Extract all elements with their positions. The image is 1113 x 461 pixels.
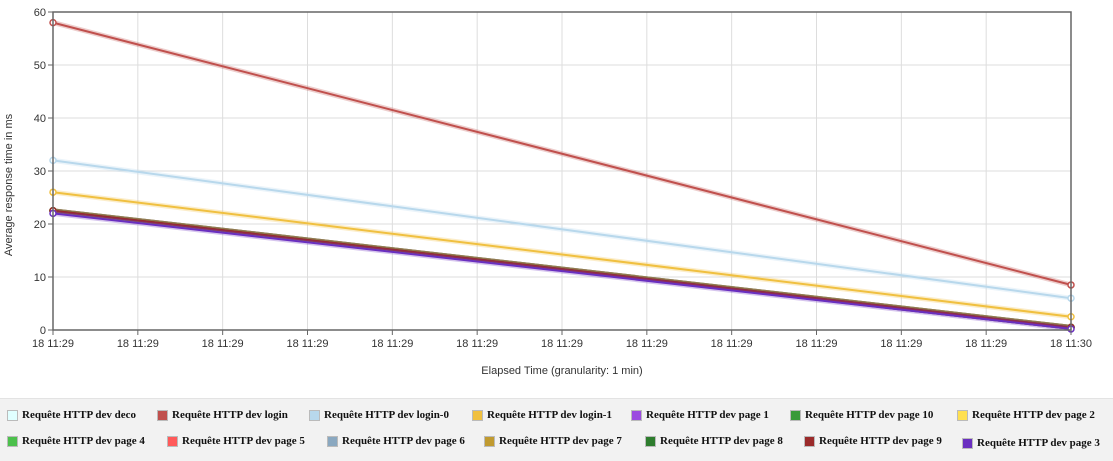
x-tick-label: 18 11:29	[456, 338, 498, 350]
legend-item[interactable]: Requête HTTP dev page 3	[962, 437, 1100, 449]
y-tick-label: 20	[34, 219, 46, 231]
y-tick-label: 30	[34, 166, 46, 178]
legend-label: Requête HTTP dev page 10	[805, 409, 934, 421]
series-line	[52, 159, 1072, 300]
legend-item[interactable]: Requête HTTP dev page 6	[327, 435, 465, 447]
legend-label: Requête HTTP dev page 5	[182, 435, 305, 447]
legend-item[interactable]: Requête HTTP dev page 1	[631, 409, 769, 421]
legend-item[interactable]: Requête HTTP dev deco	[7, 409, 136, 421]
grid	[52, 11, 1072, 331]
legend-label: Requête HTTP dev page 8	[660, 435, 783, 447]
legend-item[interactable]: Requête HTTP dev page 10	[790, 409, 933, 421]
x-tick-label: 18 11:29	[541, 338, 583, 350]
series-line	[52, 212, 1072, 330]
x-tick-label: 18 11:29	[371, 338, 413, 350]
y-axis-title: Average response time in ms	[3, 113, 15, 256]
x-tick-label: 18 11:29	[626, 338, 668, 350]
legend-label: Requête HTTP dev deco	[22, 409, 136, 421]
legend-swatch	[631, 409, 642, 421]
x-tick-label: 18 11:29	[711, 338, 753, 350]
legend-swatch	[804, 435, 815, 447]
legend-item[interactable]: Requête HTTP dev login	[157, 409, 288, 421]
x-tick-label: 18 11:30	[1050, 338, 1092, 350]
legend-label: Requête HTTP dev page 9	[819, 435, 942, 447]
legend-item[interactable]: Requête HTTP dev login-1	[472, 409, 612, 421]
legend-swatch	[484, 435, 495, 447]
legend-item[interactable]: Requête HTTP dev page 9	[804, 435, 942, 447]
y-tick-label: 10	[34, 272, 46, 284]
legend-swatch	[167, 435, 178, 447]
legend-swatch	[645, 435, 656, 447]
legend: Requête HTTP dev deco Requête HTTP dev lo…	[0, 398, 1113, 461]
series-line	[52, 209, 1072, 329]
x-axis-ticks: 18 11:29 18 11:29 18 11:29 18 11:29 18 11:29…	[32, 330, 1092, 350]
y-tick-label: 50	[34, 60, 46, 72]
series-lines	[50, 20, 1074, 332]
legend-item[interactable]: Requête HTTP dev page 4	[7, 435, 145, 447]
x-tick-label: 18 11:29	[965, 338, 1007, 350]
x-tick-label: 18 11:29	[286, 338, 328, 350]
legend-label: Requête HTTP dev page 6	[342, 435, 465, 447]
x-tick-label: 18 11:29	[202, 338, 244, 350]
legend-label: Requête HTTP dev page 1	[646, 409, 769, 421]
y-tick-label: 40	[34, 113, 46, 125]
legend-item[interactable]: Requête HTTP dev page 8	[645, 435, 783, 447]
legend-label: Requête HTTP dev page 7	[499, 435, 622, 447]
x-tick-label: 18 11:29	[795, 338, 837, 350]
legend-swatch	[472, 409, 483, 421]
legend-swatch	[790, 409, 801, 421]
legend-item[interactable]: Requête HTTP dev page 2	[957, 409, 1095, 421]
y-axis-ticks: 0 10 20 30 40 50 60	[34, 7, 53, 337]
legend-swatch	[327, 435, 338, 447]
legend-item[interactable]: Requête HTTP dev login-0	[309, 409, 449, 421]
legend-label: Requête HTTP dev login-1	[487, 409, 612, 421]
legend-swatch	[962, 437, 973, 449]
legend-label: Requête HTTP dev page 3	[977, 437, 1100, 449]
x-tick-label: 18 11:29	[880, 338, 922, 350]
legend-label: Requête HTTP dev page 2	[972, 409, 1095, 421]
legend-swatch	[7, 435, 18, 447]
legend-label: Requête HTTP dev login	[172, 409, 288, 421]
legend-label: Requête HTTP dev page 4	[22, 435, 145, 447]
series-line	[52, 21, 1072, 286]
legend-item[interactable]: Requête HTTP dev page 7	[484, 435, 622, 447]
legend-swatch	[957, 409, 968, 421]
legend-swatch	[309, 409, 320, 421]
y-tick-label: 60	[34, 7, 46, 19]
legend-swatch	[7, 409, 18, 421]
y-tick-label: 0	[40, 325, 46, 337]
x-axis-title: Elapsed Time (granularity: 1 min)	[481, 365, 642, 377]
x-tick-label: 18 11:29	[32, 338, 74, 350]
legend-label: Requête HTTP dev login-0	[324, 409, 449, 421]
legend-swatch	[157, 409, 168, 421]
series-line	[52, 191, 1072, 318]
x-tick-label: 18 11:29	[117, 338, 159, 350]
legend-item[interactable]: Requête HTTP dev page 5	[167, 435, 305, 447]
